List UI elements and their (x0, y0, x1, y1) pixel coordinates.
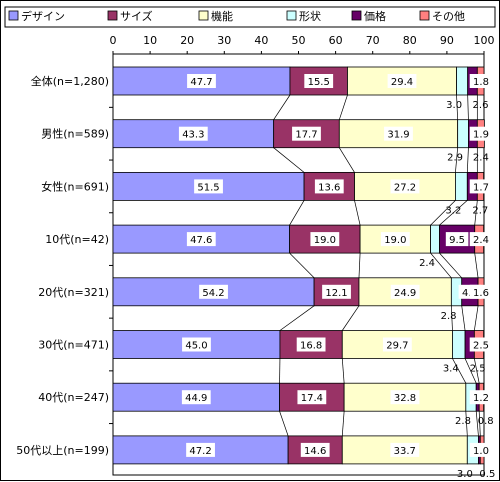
legend-swatch-4 (352, 11, 361, 20)
data-label-3-7: 3.0 (457, 469, 473, 480)
category-label-7: 50代以上(n=199) (16, 444, 109, 457)
legend-label-0: デザイン (21, 9, 65, 23)
data-label-5-1: 1.9 (473, 130, 489, 141)
data-label-1-4: 12.1 (325, 288, 347, 299)
legend-label-5: その他 (432, 10, 465, 23)
data-label-1-2: 13.6 (318, 182, 340, 193)
legend-swatch-2 (199, 11, 208, 20)
x-tick-label-100: 100 (474, 34, 495, 47)
data-label-0-4: 54.2 (202, 288, 224, 299)
data-label-1-1: 17.7 (295, 130, 317, 141)
data-label-5-6: 1.2 (473, 393, 489, 404)
data-label-4-3: 9.5 (449, 235, 465, 246)
bar-3-2 (455, 172, 467, 200)
data-label-2-1: 31.9 (387, 130, 409, 141)
data-label-0-0: 47.7 (190, 77, 212, 88)
data-label-4-2: 2.7 (472, 205, 488, 216)
data-label-3-1: 2.9 (447, 153, 463, 164)
bar-3-3 (431, 225, 440, 253)
data-label-4-6: 0.8 (478, 416, 494, 427)
data-label-4-7: 0.5 (479, 469, 495, 480)
data-label-3-0: 3.0 (446, 100, 462, 111)
data-label-5-5: 2.5 (473, 341, 489, 352)
data-label-1-0: 15.5 (308, 77, 330, 88)
data-label-2-4: 24.9 (394, 288, 416, 299)
x-tick-label-40: 40 (254, 34, 268, 47)
data-label-3-4: 2.8 (441, 311, 457, 322)
x-tick-label-70: 70 (366, 34, 380, 47)
legend-swatch-1 (108, 11, 117, 20)
data-label-0-1: 43.3 (182, 130, 204, 141)
legend-label-4: 価格 (364, 9, 386, 23)
x-tick-label-10: 10 (143, 34, 157, 47)
x-tick-label-60: 60 (329, 34, 343, 47)
data-label-0-3: 47.6 (190, 235, 212, 246)
category-label-3: 10代(n=42) (45, 233, 109, 246)
data-label-2-0: 29.4 (391, 77, 413, 88)
legend-label-2: 機能 (211, 9, 233, 23)
x-tick-label-0: 0 (110, 34, 117, 47)
x-tick-label-80: 80 (403, 34, 417, 47)
data-label-3-6: 2.8 (455, 416, 471, 427)
data-label-1-5: 16.8 (300, 341, 322, 352)
data-label-3-3: 2.4 (419, 258, 435, 269)
data-label-5-7: 1.0 (473, 446, 489, 457)
bar-3-1 (458, 120, 469, 148)
data-label-2-5: 29.7 (386, 341, 408, 352)
category-label-2: 女性(n=691) (41, 179, 109, 193)
data-label-2-6: 32.8 (394, 393, 416, 404)
data-label-0-6: 44.9 (185, 393, 207, 404)
data-label-4-0: 2.6 (473, 100, 489, 111)
x-tick-label-30: 30 (217, 34, 231, 47)
category-label-1: 男性(n=589) (41, 127, 109, 141)
legend-swatch-3 (287, 11, 296, 20)
data-label-2-7: 33.7 (394, 446, 416, 457)
data-label-5-4: 1.6 (473, 288, 489, 299)
legend-swatch-5 (420, 11, 429, 20)
category-label-0: 全体(n=1,280) (31, 74, 109, 88)
data-label-0-5: 45.0 (185, 341, 207, 352)
data-label-1-3: 19.0 (314, 235, 336, 246)
data-label-4-5: 2.5 (470, 364, 486, 375)
data-label-0-2: 51.5 (197, 182, 219, 193)
data-label-4-1: 2.4 (473, 153, 489, 164)
category-label-5: 30代(n=471) (38, 339, 109, 352)
data-label-0-7: 47.2 (189, 446, 211, 457)
bar-3-0 (457, 67, 468, 95)
category-label-6: 40代(n=247) (38, 391, 109, 404)
data-label-3-2: 3.2 (445, 205, 461, 216)
bar-3-5 (452, 331, 465, 359)
data-label-2-3: 19.0 (384, 235, 406, 246)
data-label-5-0: 1.8 (473, 77, 489, 88)
data-label-2-2: 27.2 (394, 182, 416, 193)
data-label-1-7: 14.6 (304, 446, 326, 457)
data-label-5-2: 1.7 (473, 182, 489, 193)
data-label-1-6: 17.4 (301, 393, 323, 404)
legend-swatch-0 (9, 11, 18, 20)
legend-label-3: 形状 (299, 9, 321, 23)
data-label-3-5: 3.4 (443, 364, 459, 375)
legend-label-1: サイズ (120, 9, 153, 23)
x-tick-label-90: 90 (440, 34, 454, 47)
x-tick-label-20: 20 (180, 34, 194, 47)
category-label-4: 20代(n=321) (38, 286, 109, 299)
data-label-5-3: 2.4 (473, 235, 489, 246)
x-tick-label-50: 50 (292, 34, 306, 47)
